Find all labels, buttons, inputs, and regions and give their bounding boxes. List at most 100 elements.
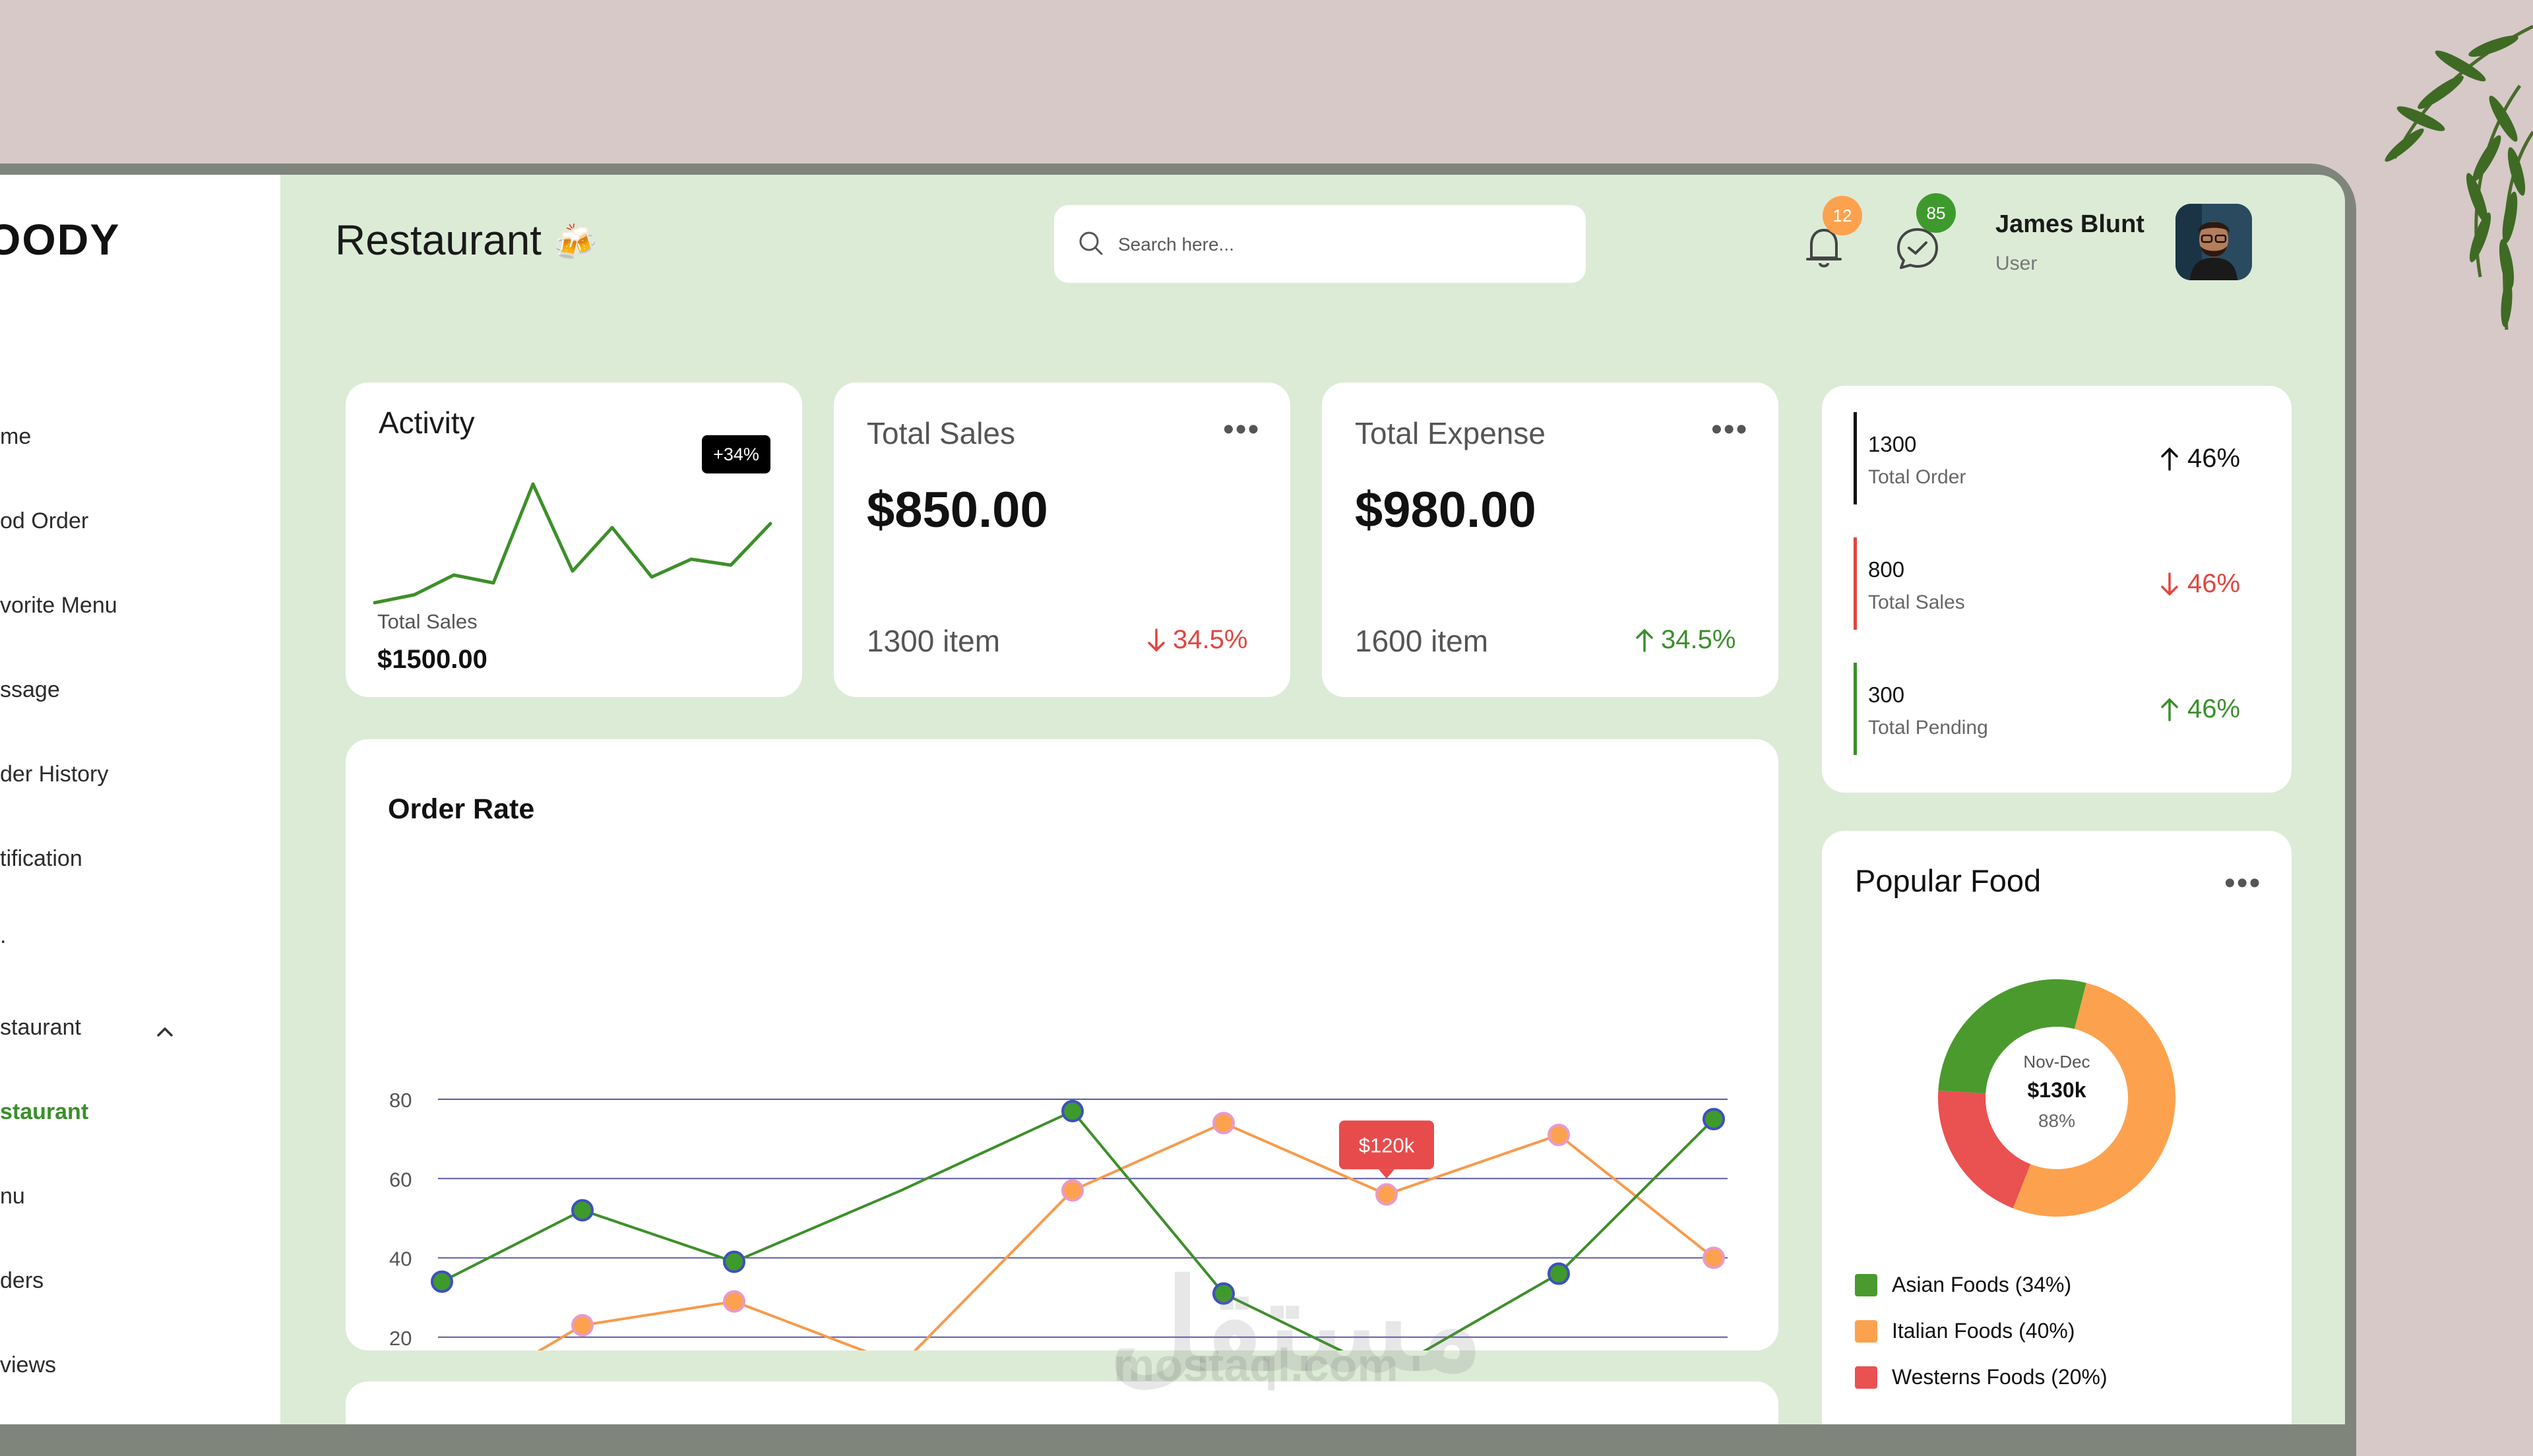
total-sales-change: 34.5% bbox=[1145, 625, 1247, 655]
stat-label: Total Pending bbox=[1868, 717, 1988, 739]
series-line-orange bbox=[537, 1121, 1715, 1350]
search-input[interactable] bbox=[1117, 225, 1548, 264]
activity-sparkline bbox=[373, 482, 772, 605]
avatar-image bbox=[2175, 204, 2252, 280]
order-rate-chart: 020406080JunJulAugSepOctNovDecJanFeb$120… bbox=[389, 1089, 1728, 1350]
user-role: User bbox=[1995, 253, 2038, 274]
tooltip-pointer bbox=[1379, 1169, 1394, 1179]
activity-title: Activity bbox=[379, 406, 475, 440]
activity-value: $1500.00 bbox=[377, 645, 487, 674]
order-rate-card: Order Rate 020406080JunJulAugSepOctNovDe… bbox=[346, 739, 1778, 1350]
activity-sparkline-path bbox=[373, 482, 772, 605]
sidebar-item-restaurant[interactable]: staurant bbox=[0, 1099, 89, 1124]
avatar[interactable] bbox=[2175, 204, 2252, 280]
donut-slice bbox=[1938, 979, 2086, 1094]
stats-card: 1300 Total Order 46% 800 Total Sales 46%… bbox=[1822, 386, 2292, 793]
notification-count-badge: 12 bbox=[1823, 196, 1862, 235]
data-point-green bbox=[1061, 1100, 1084, 1123]
stat-change: 46% bbox=[2158, 444, 2240, 473]
data-point-orange bbox=[1061, 1179, 1084, 1202]
total-expense-card: Total Expense ••• $980.00 1600 item 34.5… bbox=[1322, 382, 1778, 697]
data-point-orange bbox=[1703, 1246, 1725, 1269]
activity-badge: +34% bbox=[702, 435, 770, 473]
stat-change-value: 46% bbox=[2187, 694, 2241, 723]
order-rate-title: Order Rate bbox=[388, 793, 535, 825]
stat-change-value: 46% bbox=[2187, 444, 2241, 473]
plant-decoration bbox=[2385, 24, 2533, 330]
cheers-icon: 🍻 bbox=[553, 223, 598, 262]
message-icon[interactable] bbox=[1893, 224, 1942, 273]
next-card bbox=[346, 1381, 1778, 1424]
more-options-icon[interactable]: ••• bbox=[1711, 412, 1749, 447]
search-bar[interactable] bbox=[1054, 205, 1586, 283]
legend-swatch bbox=[1855, 1320, 1877, 1343]
sidebar-item-reviews[interactable]: views bbox=[0, 1352, 57, 1378]
sidebar-item-orders[interactable]: ders bbox=[0, 1268, 44, 1293]
user-name: James Blunt bbox=[1995, 210, 2144, 238]
data-point-orange bbox=[1375, 1183, 1398, 1206]
activity-label: Total Sales bbox=[377, 610, 478, 633]
chevron-up-icon[interactable] bbox=[152, 1019, 178, 1045]
data-point-green bbox=[723, 1250, 745, 1273]
sidebar-item-home[interactable]: me bbox=[0, 424, 32, 449]
stat-change: 46% bbox=[2158, 694, 2240, 724]
y-tick-label: 40 bbox=[389, 1248, 412, 1271]
total-expense-items: 1600 item bbox=[1355, 624, 1489, 658]
stat-value: 1300 bbox=[1868, 432, 1917, 456]
sidebar: OODY me od Order vorite Menu ssage der H… bbox=[0, 175, 280, 1424]
stat-value: 800 bbox=[1868, 557, 1905, 582]
y-tick-label: 60 bbox=[389, 1168, 412, 1191]
sidebar-item-notification[interactable]: tification bbox=[0, 846, 82, 871]
data-point-green bbox=[1548, 1262, 1570, 1285]
tooltip-box bbox=[1339, 1120, 1434, 1170]
legend-item: Italian Foods (40%) bbox=[1855, 1319, 2075, 1343]
total-sales-title: Total Sales bbox=[867, 416, 1016, 450]
total-sales-items: 1300 item bbox=[867, 624, 1001, 658]
page-title-text: Restaurant bbox=[335, 216, 542, 264]
sidebar-item-misc[interactable]: . bbox=[0, 923, 7, 948]
stat-label: Total Order bbox=[1868, 466, 1966, 488]
legend-swatch bbox=[1855, 1273, 1877, 1296]
message-count-badge: 85 bbox=[1916, 193, 1956, 233]
total-expense-title: Total Expense bbox=[1355, 416, 1546, 450]
page-title: Restaurant 🍻 bbox=[335, 216, 598, 264]
activity-card: Activity +34% Total Sales $1500.00 bbox=[346, 382, 802, 697]
arrow-up-icon bbox=[1636, 628, 1653, 652]
y-tick-label: 20 bbox=[389, 1327, 412, 1350]
data-point-orange bbox=[1548, 1124, 1570, 1147]
legend-label: Westerns Foods (20%) bbox=[1892, 1365, 2108, 1389]
total-sales-value: $850.00 bbox=[867, 482, 1048, 538]
sidebar-item-restaurant-group[interactable]: staurant bbox=[0, 1015, 81, 1040]
sidebar-item-favorite-menu[interactable]: vorite Menu bbox=[0, 593, 117, 618]
y-tick-label: 80 bbox=[389, 1089, 412, 1112]
bell-icon[interactable] bbox=[1801, 221, 1847, 274]
popular-food-title: Popular Food bbox=[1855, 863, 2042, 898]
donut-slice bbox=[1938, 1090, 2031, 1209]
total-expense-change-value: 34.5% bbox=[1661, 625, 1736, 654]
donut-slice bbox=[2013, 983, 2175, 1217]
watermark-arabic: مستقل bbox=[1108, 1256, 1484, 1396]
stat-indicator-bar bbox=[1854, 663, 1857, 755]
data-point-green bbox=[1703, 1108, 1725, 1131]
popular-food-donut bbox=[1938, 979, 2175, 1217]
total-sales-change-value: 34.5% bbox=[1173, 625, 1248, 654]
sidebar-item-order-history[interactable]: der History bbox=[0, 762, 109, 787]
arrow-down-icon bbox=[2161, 572, 2178, 595]
sidebar-item-food-order[interactable]: od Order bbox=[0, 508, 89, 533]
legend-label: Italian Foods (40%) bbox=[1892, 1319, 2075, 1343]
arrow-up-icon bbox=[2161, 447, 2178, 471]
search-icon bbox=[1079, 231, 1103, 255]
stat-change-value: 46% bbox=[2187, 569, 2241, 598]
arrow-up-icon bbox=[2161, 698, 2178, 721]
sidebar-item-menu[interactable]: nu bbox=[0, 1184, 25, 1209]
legend-label: Asian Foods (34%) bbox=[1892, 1273, 2072, 1296]
stat-change: 46% bbox=[2158, 569, 2240, 599]
donut-center-value: $130k bbox=[2027, 1078, 2086, 1102]
dashboard-screen: OODY me od Order vorite Menu ssage der H… bbox=[0, 175, 2345, 1424]
more-options-icon[interactable]: ••• bbox=[1223, 412, 1261, 447]
tooltip-text: $120k bbox=[1359, 1134, 1415, 1157]
donut-center-label: Nov-Dec bbox=[2023, 1052, 2090, 1072]
sidebar-item-message[interactable]: ssage bbox=[0, 677, 60, 702]
total-expense-change: 34.5% bbox=[1633, 625, 1736, 655]
donut-center-pct: 88% bbox=[2038, 1110, 2076, 1131]
